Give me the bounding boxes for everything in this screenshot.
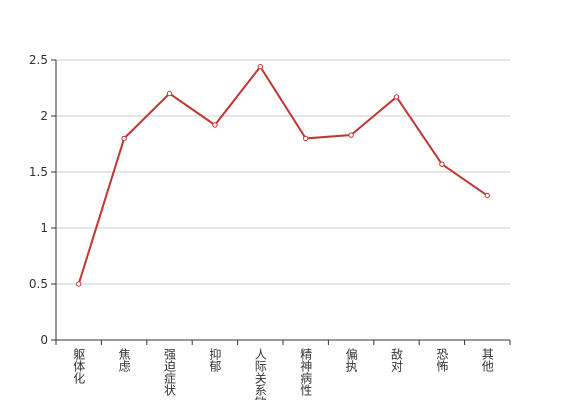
x-tick-label: 躯体化 xyxy=(72,347,86,385)
x-tick-label: 人际关系敏感 xyxy=(253,348,267,400)
y-tick-label: 1.5 xyxy=(29,165,48,179)
point xyxy=(76,281,82,287)
y-tick-label: 1 xyxy=(40,221,48,235)
y-tick-label: 2.5 xyxy=(29,53,48,67)
point xyxy=(393,94,400,100)
y-tick-label: 0 xyxy=(40,333,48,347)
point xyxy=(121,135,127,142)
x-tick-label: 恐怖 xyxy=(435,348,449,372)
y-tick-label: 2 xyxy=(40,109,48,123)
x-tick-label: 强迫症状 xyxy=(163,348,177,396)
point xyxy=(212,122,218,128)
point xyxy=(484,192,490,199)
point xyxy=(303,135,309,142)
point xyxy=(348,132,354,138)
x-tick-label: 偏执 xyxy=(344,347,358,373)
point xyxy=(257,64,263,70)
line xyxy=(77,64,488,285)
x-tick-label: 精神病性 xyxy=(299,348,313,397)
y-tick-label: 0.5 xyxy=(29,277,48,291)
x-tick-label: 焦虑 xyxy=(117,348,131,372)
x-tick-label: 抑郁 xyxy=(208,347,222,373)
point xyxy=(166,90,173,97)
x-tick-label: 其他 xyxy=(480,348,494,372)
point xyxy=(439,161,445,167)
x-tick-label: 敌对 xyxy=(390,347,404,372)
